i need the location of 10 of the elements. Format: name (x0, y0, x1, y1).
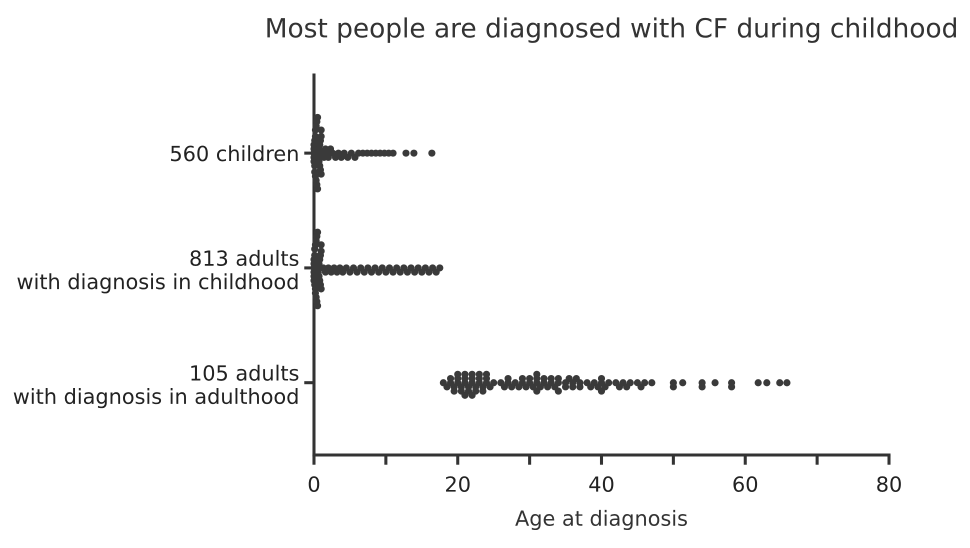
x-tick-label: 20 (446, 476, 470, 492)
x-tick-label: 60 (733, 476, 758, 492)
y-tick-label: 105 adults with diagnosis in adulthood (14, 364, 298, 408)
chart-title: Most people are diagnosed with CF during childhood (267, 17, 956, 43)
x-tick-label: 80 (877, 476, 901, 492)
x-tick-label: 0 (308, 476, 320, 492)
y-tick-label: 813 adults with diagnosis in childhood (17, 250, 298, 294)
x-axis-title: Age at diagnosis (515, 510, 687, 530)
y-tick-label: 560 children (171, 145, 298, 162)
x-tick-label: 40 (589, 476, 614, 492)
